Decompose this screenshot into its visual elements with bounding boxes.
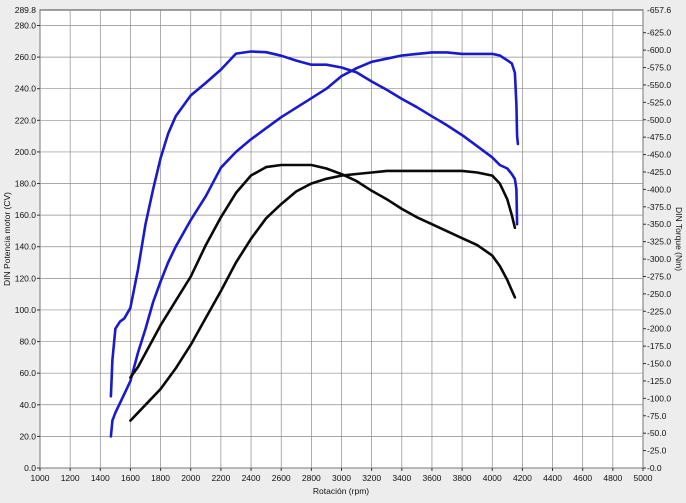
x-tick-label: 3000	[332, 473, 351, 483]
y-left-tick-label: 200.0	[15, 147, 37, 157]
y-right-tick-label: -350.0	[647, 219, 671, 229]
y-right-tick-label: -200.0	[647, 324, 671, 334]
x-tick-label: 1200	[61, 473, 80, 483]
y-left-tick-label: 80.0	[19, 337, 36, 347]
x-tick-label: 5000	[634, 473, 653, 483]
y-left-tick-label: 240.0	[15, 84, 37, 94]
y-right-tick-label: -625.0	[647, 28, 671, 38]
y-right-tick-label: -450.0	[647, 150, 671, 160]
y-right-tick-label: -300.0	[647, 254, 671, 264]
x-tick-label: 4800	[603, 473, 622, 483]
x-tick-label: 2800	[302, 473, 321, 483]
y-left-tick-label: 60.0	[19, 368, 36, 378]
y-left-tick-label: 100.0	[15, 305, 37, 315]
x-tick-label: 3200	[362, 473, 381, 483]
y-right-tick-label: -550.0	[647, 80, 671, 90]
y-right-tick-label: -325.0	[647, 237, 671, 247]
y-right-tick-label: -475.0	[647, 132, 671, 142]
y-right-tick-label: -125.0	[647, 376, 671, 386]
x-axis-label: Rotación (rpm)	[313, 486, 369, 496]
x-tick-label: 2600	[272, 473, 291, 483]
x-tick-label: 1000	[31, 473, 50, 483]
x-tick-label: 4200	[513, 473, 532, 483]
y-right-tick-label: -275.0	[647, 271, 671, 281]
y-right-tick-label: -0.0	[647, 463, 662, 473]
y-left-tick-label: 0.0	[24, 463, 36, 473]
x-tick-label: 2000	[181, 473, 200, 483]
x-tick-label: 4000	[483, 473, 502, 483]
x-tick-label: 4400	[543, 473, 562, 483]
y-left-tick-label: 280.0	[15, 20, 37, 30]
y-right-tick-label: -175.0	[647, 341, 671, 351]
y-right-tick-label: -400.0	[647, 184, 671, 194]
x-tick-label: 3600	[422, 473, 441, 483]
y-axis-right-label: DIN Torque (Nm)	[674, 207, 684, 271]
y-right-tick-label: -500.0	[647, 115, 671, 125]
x-tick-label: 1400	[91, 473, 110, 483]
y-left-tick-label: 20.0	[19, 431, 36, 441]
y-left-top-label: 289.8	[15, 5, 37, 15]
y-right-tick-label: -75.0	[647, 411, 667, 421]
y-right-tick-label: -250.0	[647, 289, 671, 299]
y-left-tick-label: 220.0	[15, 115, 37, 125]
y-right-tick-label: -150.0	[647, 359, 671, 369]
y-right-tick-label: -100.0	[647, 393, 671, 403]
x-tick-label: 3800	[453, 473, 472, 483]
y-axis-left-label: DIN Potencia motor (CV)	[2, 192, 12, 286]
y-right-tick-label: -25.0	[647, 446, 667, 456]
y-right-tick-label: -525.0	[647, 97, 671, 107]
y-right-tick-label: -425.0	[647, 167, 671, 177]
y-left-tick-label: 40.0	[19, 400, 36, 410]
x-tick-label: 2200	[211, 473, 230, 483]
y-left-tick-label: 160.0	[15, 210, 37, 220]
y-right-top-label: -657.6	[647, 5, 671, 15]
y-left-tick-label: 260.0	[15, 52, 37, 62]
series-line-black-power	[129, 169, 517, 422]
series-lines	[109, 50, 520, 438]
x-tick-label: 1600	[121, 473, 140, 483]
y-left-tick-label: 140.0	[15, 242, 37, 252]
series-line-black-torque	[129, 163, 517, 379]
y-left-tick-label: 120.0	[15, 273, 37, 283]
x-tick-label: 4600	[573, 473, 592, 483]
series-line-blue-power	[109, 51, 520, 438]
y-right-tick-label: -375.0	[647, 202, 671, 212]
x-tick-label: 2400	[242, 473, 261, 483]
grid	[39, 10, 644, 469]
axis-ticks: 1000 1200 1400 1600 1800 2000 2200 2400 2600 2800…	[15, 5, 672, 483]
y-right-tick-label: -225.0	[647, 306, 671, 316]
y-right-tick-label: -50.0	[647, 428, 667, 438]
y-left-tick-label: 180.0	[15, 179, 37, 189]
y-right-tick-label: -600.0	[647, 45, 671, 55]
x-tick-label: 3400	[392, 473, 411, 483]
y-right-tick-label: -575.0	[647, 63, 671, 73]
x-tick-label: 1800	[151, 473, 170, 483]
series-line-blue-torque	[109, 50, 519, 398]
